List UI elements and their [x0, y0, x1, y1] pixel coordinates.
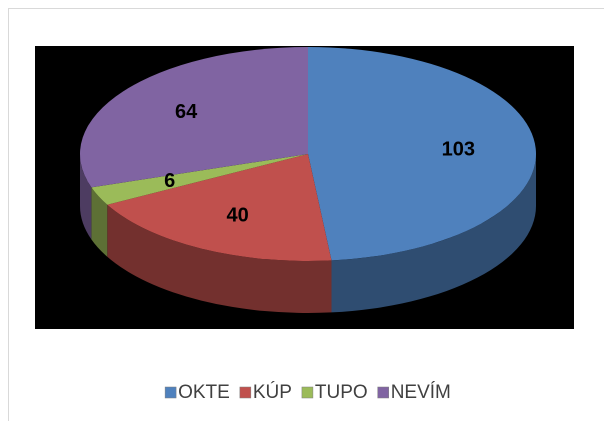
legend-swatch — [301, 386, 314, 399]
slice-side — [331, 154, 536, 313]
slice — [79, 47, 308, 188]
data-label: 64 — [175, 101, 198, 123]
legend-label: NEVÍM — [391, 382, 451, 403]
slice-side — [91, 187, 108, 257]
legend-swatch — [377, 386, 389, 399]
slice — [308, 47, 536, 261]
slice-side — [80, 154, 92, 240]
legend-swatch — [239, 386, 252, 399]
slice-side — [107, 204, 332, 313]
legend-label: TUPO — [315, 382, 368, 403]
legend-label: KÚP — [253, 381, 292, 403]
data-label: 6 — [164, 170, 175, 192]
data-label: 103 — [442, 139, 475, 161]
legend-label: OKTE — [178, 382, 230, 403]
data-label: 40 — [226, 205, 248, 227]
legend-swatch — [164, 386, 177, 399]
slice — [107, 154, 332, 261]
slice — [91, 154, 308, 205]
